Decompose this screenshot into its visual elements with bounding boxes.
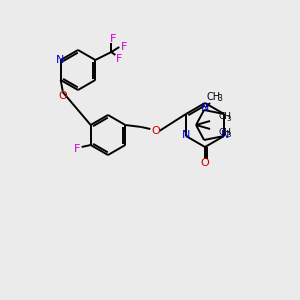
Text: CH: CH	[207, 92, 221, 102]
Text: N: N	[201, 103, 209, 113]
Text: N: N	[221, 130, 229, 140]
Text: CH: CH	[218, 128, 231, 137]
Text: 3: 3	[226, 116, 231, 122]
Text: N: N	[182, 130, 190, 140]
Text: F: F	[121, 42, 127, 52]
Text: 3: 3	[226, 132, 231, 138]
Text: F: F	[74, 144, 80, 154]
Text: O: O	[201, 158, 209, 168]
Text: O: O	[58, 91, 67, 101]
Text: N: N	[56, 55, 64, 65]
Text: F: F	[110, 34, 116, 44]
Text: 3: 3	[218, 94, 223, 103]
Text: F: F	[116, 54, 122, 64]
Text: CH: CH	[218, 112, 231, 122]
Text: O: O	[151, 126, 160, 136]
